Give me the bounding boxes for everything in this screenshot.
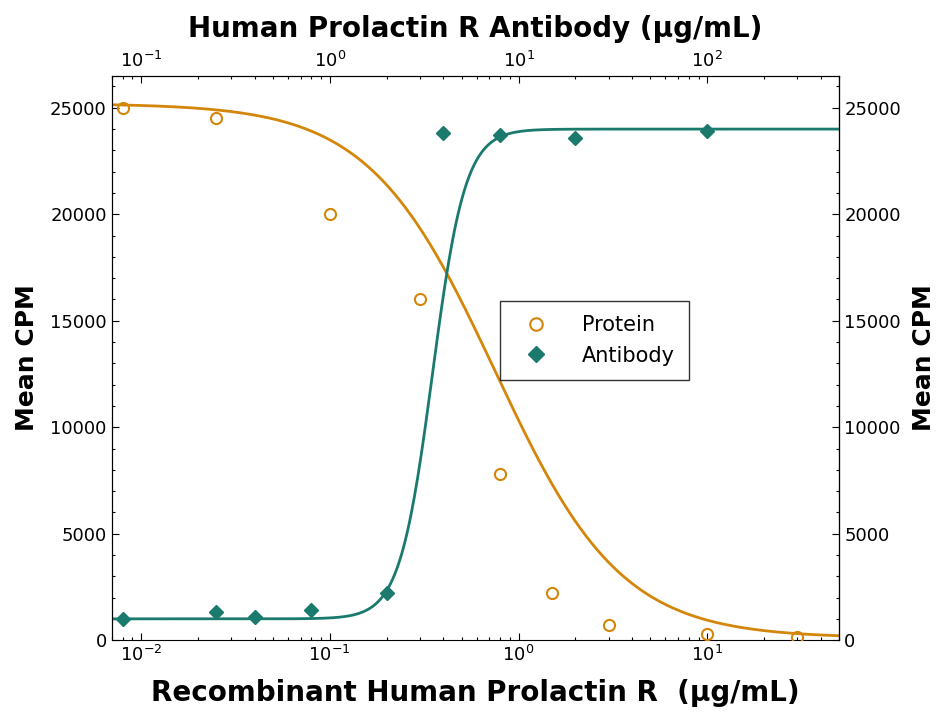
Legend: Protein, Antibody: Protein, Antibody (500, 300, 689, 380)
Y-axis label: Mean CPM: Mean CPM (15, 284, 39, 431)
Y-axis label: Mean CPM: Mean CPM (912, 284, 936, 431)
X-axis label: Human Prolactin R Antibody (μg/mL): Human Prolactin R Antibody (μg/mL) (188, 15, 763, 43)
X-axis label: Recombinant Human Prolactin R  (μg/mL): Recombinant Human Prolactin R (μg/mL) (151, 679, 800, 707)
